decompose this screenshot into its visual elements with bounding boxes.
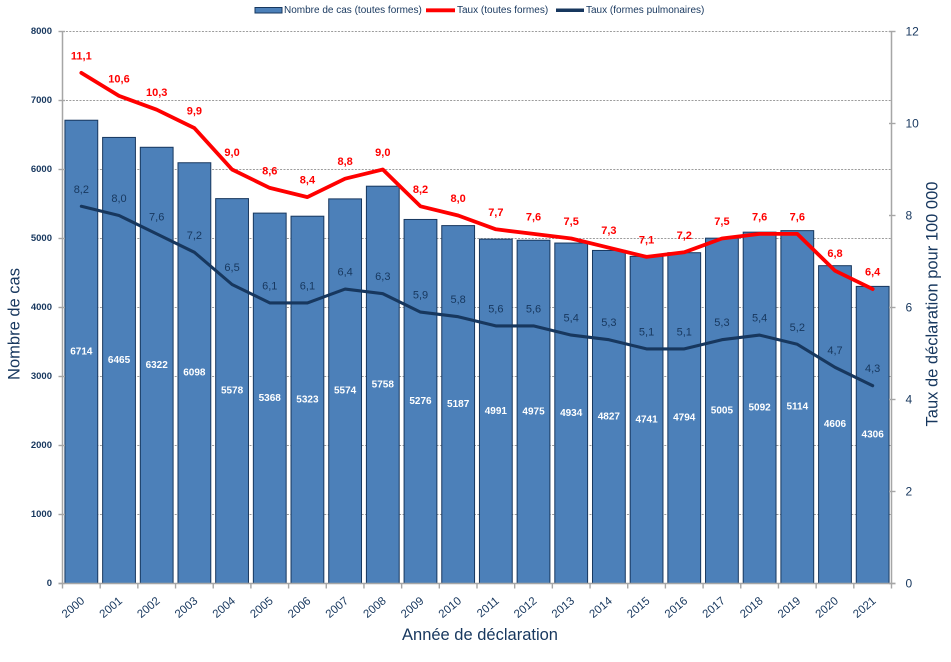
- svg-text:4827: 4827: [598, 411, 621, 422]
- svg-text:5,2: 5,2: [790, 322, 805, 334]
- svg-text:6,8: 6,8: [827, 248, 842, 260]
- svg-text:5574: 5574: [334, 386, 357, 397]
- svg-text:5,3: 5,3: [601, 317, 616, 329]
- svg-text:7,6: 7,6: [790, 211, 805, 223]
- svg-text:6,4: 6,4: [337, 267, 352, 279]
- svg-text:6098: 6098: [183, 368, 206, 379]
- svg-text:10,3: 10,3: [146, 87, 167, 99]
- svg-text:8,6: 8,6: [262, 165, 277, 177]
- svg-text:4,7: 4,7: [827, 345, 842, 357]
- svg-text:5092: 5092: [748, 402, 771, 413]
- svg-text:7,1: 7,1: [639, 234, 654, 246]
- svg-text:5,1: 5,1: [677, 326, 692, 338]
- svg-text:4991: 4991: [485, 406, 508, 417]
- svg-text:8,2: 8,2: [74, 184, 89, 196]
- svg-text:4934: 4934: [560, 408, 583, 419]
- svg-text:5276: 5276: [409, 396, 432, 407]
- svg-text:4975: 4975: [522, 406, 545, 417]
- svg-text:4794: 4794: [673, 413, 696, 424]
- svg-text:4,3: 4,3: [865, 363, 880, 375]
- svg-text:Nombre de cas (toutes formes): Nombre de cas (toutes formes): [284, 5, 422, 16]
- svg-text:5,3: 5,3: [714, 317, 729, 329]
- svg-text:6,3: 6,3: [375, 271, 390, 283]
- svg-text:Taux (formes pulmonaires): Taux (formes pulmonaires): [586, 5, 704, 16]
- svg-text:5,1: 5,1: [639, 326, 654, 338]
- svg-text:0: 0: [47, 578, 52, 589]
- svg-text:5,6: 5,6: [488, 303, 503, 315]
- svg-text:7,6: 7,6: [149, 211, 164, 223]
- svg-text:6322: 6322: [146, 360, 169, 371]
- svg-text:7,2: 7,2: [677, 230, 692, 242]
- svg-text:6714: 6714: [70, 346, 93, 357]
- svg-text:8,8: 8,8: [337, 156, 352, 168]
- svg-text:8,2: 8,2: [413, 184, 428, 196]
- svg-text:6,5: 6,5: [224, 262, 239, 274]
- svg-text:8000: 8000: [31, 26, 52, 37]
- svg-text:6: 6: [906, 301, 913, 315]
- svg-text:7,6: 7,6: [752, 211, 767, 223]
- svg-text:9,0: 9,0: [375, 147, 390, 159]
- svg-text:4606: 4606: [824, 419, 847, 430]
- svg-text:7,6: 7,6: [526, 211, 541, 223]
- svg-text:0: 0: [906, 577, 913, 591]
- svg-text:12: 12: [906, 25, 920, 39]
- svg-text:8,0: 8,0: [111, 193, 126, 205]
- svg-text:5323: 5323: [296, 394, 319, 405]
- svg-text:6465: 6465: [108, 355, 131, 366]
- svg-text:Taux (toutes formes): Taux (toutes formes): [457, 5, 548, 16]
- svg-text:9,0: 9,0: [224, 147, 239, 159]
- svg-text:10,6: 10,6: [108, 73, 129, 85]
- svg-text:4000: 4000: [31, 302, 52, 313]
- svg-text:5,4: 5,4: [752, 313, 767, 325]
- svg-text:1000: 1000: [31, 509, 52, 520]
- svg-text:7000: 7000: [31, 95, 52, 106]
- svg-text:6,1: 6,1: [262, 280, 277, 292]
- svg-text:Nombre de cas: Nombre de cas: [6, 268, 24, 380]
- svg-text:4741: 4741: [635, 414, 658, 425]
- svg-text:11,1: 11,1: [71, 50, 92, 62]
- svg-text:Année de déclaration: Année de déclaration: [402, 626, 558, 644]
- svg-text:4: 4: [906, 393, 913, 407]
- svg-text:7,5: 7,5: [564, 216, 579, 228]
- svg-text:8: 8: [906, 209, 913, 223]
- svg-text:7,2: 7,2: [187, 230, 202, 242]
- svg-text:4306: 4306: [862, 429, 885, 440]
- svg-text:6000: 6000: [31, 164, 52, 175]
- svg-text:5578: 5578: [221, 386, 244, 397]
- svg-text:3000: 3000: [31, 371, 52, 382]
- svg-text:5,9: 5,9: [413, 290, 428, 302]
- svg-text:8,0: 8,0: [451, 193, 466, 205]
- svg-text:5114: 5114: [786, 402, 808, 413]
- svg-text:6,1: 6,1: [300, 280, 315, 292]
- svg-text:2000: 2000: [31, 440, 52, 451]
- svg-text:8,4: 8,4: [300, 175, 316, 187]
- svg-text:5,6: 5,6: [526, 303, 541, 315]
- svg-text:5758: 5758: [372, 379, 395, 390]
- svg-text:5000: 5000: [31, 233, 52, 244]
- svg-text:5,4: 5,4: [564, 313, 579, 325]
- svg-text:7,5: 7,5: [714, 216, 729, 228]
- svg-text:7,7: 7,7: [488, 207, 503, 219]
- svg-text:5187: 5187: [447, 399, 470, 410]
- svg-text:9,9: 9,9: [187, 106, 202, 118]
- svg-text:5005: 5005: [711, 405, 734, 416]
- svg-text:Taux de déclaration pour 100 0: Taux de déclaration pour 100 000: [924, 182, 942, 427]
- svg-text:2: 2: [906, 485, 913, 499]
- svg-text:6,4: 6,4: [865, 267, 881, 279]
- svg-text:5,8: 5,8: [451, 294, 466, 306]
- svg-text:7,3: 7,3: [601, 225, 616, 237]
- svg-text:10: 10: [906, 117, 920, 131]
- svg-text:5368: 5368: [259, 393, 282, 404]
